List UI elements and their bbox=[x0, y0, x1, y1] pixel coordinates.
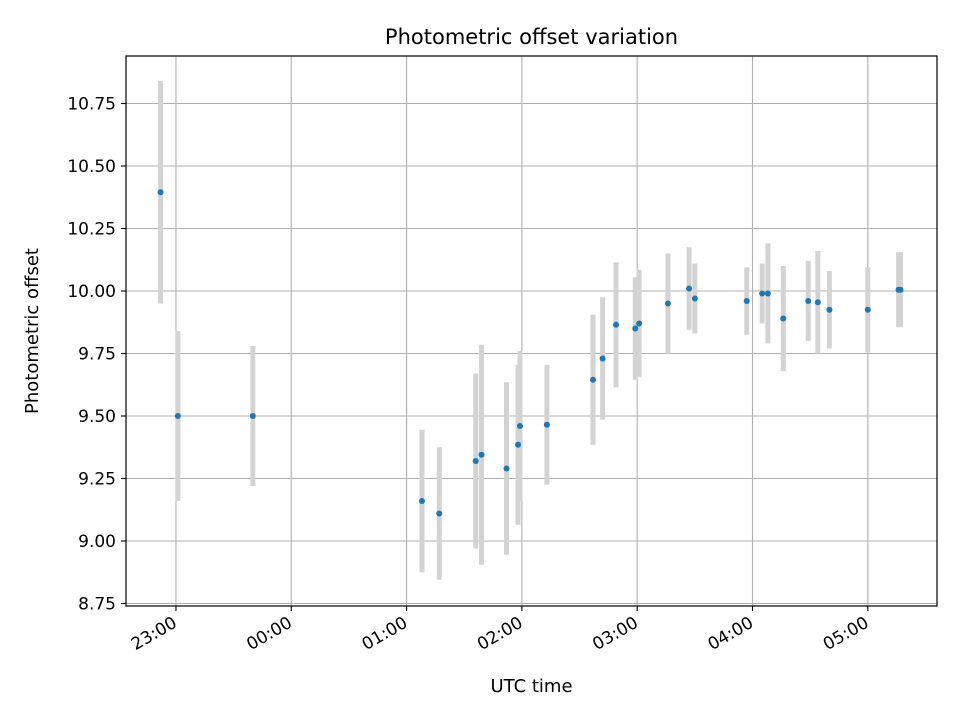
plot-frame bbox=[125, 55, 938, 607]
data-point bbox=[599, 355, 606, 362]
data-point bbox=[515, 441, 522, 448]
data-point bbox=[814, 299, 821, 306]
y-tick-label: 10.25 bbox=[67, 220, 116, 240]
data-point bbox=[664, 300, 671, 307]
data-point bbox=[691, 295, 698, 302]
x-axis-label: UTC time bbox=[490, 676, 572, 697]
data-point bbox=[636, 320, 643, 327]
data-point bbox=[632, 325, 639, 332]
data-point bbox=[418, 498, 425, 504]
data-point bbox=[759, 290, 766, 297]
data-point bbox=[764, 290, 771, 297]
data-point bbox=[543, 421, 550, 428]
data-point bbox=[686, 285, 693, 292]
y-tick-label: 10.50 bbox=[67, 157, 116, 177]
data-point bbox=[897, 286, 904, 293]
data-point bbox=[516, 423, 523, 429]
chart-title: Photometric offset variation bbox=[385, 25, 678, 49]
y-axis-label: Photometric offset bbox=[22, 248, 43, 414]
data-point bbox=[503, 465, 510, 472]
data-point bbox=[174, 413, 181, 419]
data-point bbox=[589, 376, 596, 383]
data-point bbox=[780, 315, 787, 322]
data-point bbox=[805, 298, 812, 304]
y-tick-label: 9.25 bbox=[78, 470, 116, 490]
data-point bbox=[436, 510, 443, 517]
data-point bbox=[826, 306, 833, 313]
data-point bbox=[472, 458, 479, 464]
y-tick-label: 10.75 bbox=[67, 95, 116, 115]
y-tick-label: 9.50 bbox=[78, 407, 116, 427]
data-point bbox=[157, 189, 164, 196]
y-tick-label: 9.00 bbox=[78, 532, 116, 552]
data-point bbox=[478, 451, 485, 458]
y-tick-label: 10.00 bbox=[67, 282, 116, 302]
y-tick-label: 8.75 bbox=[78, 595, 116, 615]
data-point bbox=[864, 306, 871, 313]
data-point bbox=[249, 413, 256, 419]
grid bbox=[126, 56, 937, 606]
data-point bbox=[613, 321, 620, 328]
data-point bbox=[743, 298, 750, 304]
data-points bbox=[157, 189, 904, 517]
y-axis-ticks: 8.75 9.00 9.25 9.50 9.75 10.00 10.25 10.50 10.75 bbox=[67, 95, 126, 615]
y-tick-label: 9.75 bbox=[78, 345, 116, 365]
